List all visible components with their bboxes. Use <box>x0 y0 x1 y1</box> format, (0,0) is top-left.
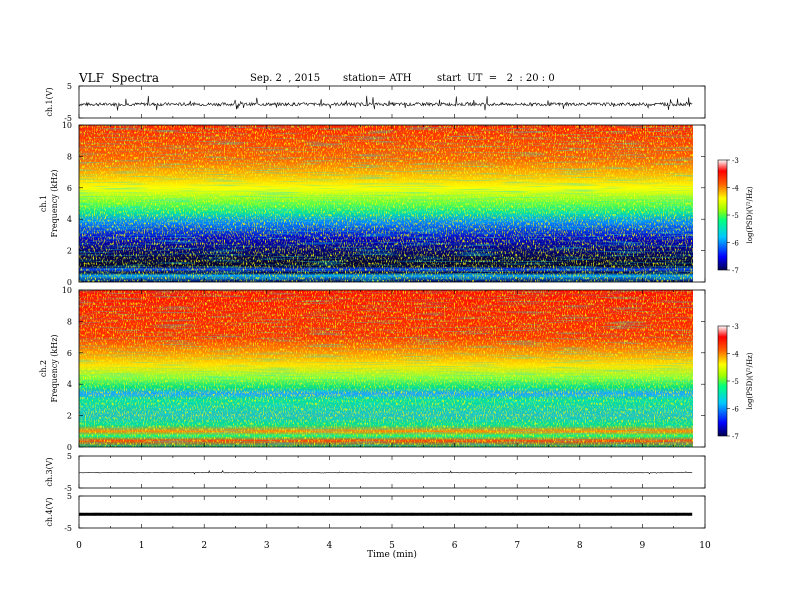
date-label: Sep. 2 , 2015 <box>250 73 321 84</box>
y-tick-label: 2 <box>67 412 72 421</box>
x-axis: 0 1 2 3 4 5 6 7 8 9 10 <box>76 541 711 551</box>
y-tick-label: 10 <box>62 286 72 295</box>
ch1-spectrogram-panel <box>78 124 706 283</box>
ch1-waveform-panel <box>78 85 706 119</box>
y-tick-label: 0 <box>67 278 72 287</box>
colorbar-tick-label: -3 <box>732 323 739 331</box>
x-tick-label: 5 <box>389 541 395 551</box>
colorbar-tick-label: -7 <box>732 267 739 275</box>
colorbar-label: log(PSD)(V²/Hz) <box>746 352 754 409</box>
x-tick-label: 4 <box>327 541 333 551</box>
colorbar-tick-label: -7 <box>732 433 739 441</box>
y-axis-label: Frequency (kHz) <box>50 334 59 402</box>
y-tick-label: 5 <box>67 82 72 91</box>
x-tick-label: 0 <box>76 541 82 551</box>
y-tick-label: 5 <box>67 452 72 461</box>
colorbar-tick-label: -6 <box>732 406 739 414</box>
y-tick-label: 4 <box>67 215 72 224</box>
colorbar-tick-label: -4 <box>732 185 739 193</box>
y-axis-label: ch.3(V) <box>45 457 54 486</box>
y-tick-label: 0 <box>67 443 72 452</box>
ch3-waveform-line <box>78 469 693 475</box>
start-time-label: start UT = 2 : 20 : 0 <box>437 73 555 84</box>
ch4-waveform-panel <box>78 495 706 529</box>
x-tick-label: 6 <box>452 541 458 551</box>
x-tick-label: 10 <box>699 541 711 551</box>
panel-channel-label: ch.2 <box>39 360 48 377</box>
y-tick-label: 2 <box>67 247 72 256</box>
y-tick-label: 4 <box>67 380 72 389</box>
ch2-spectrogram-panel <box>78 289 706 448</box>
y-tick-label: 10 <box>62 121 72 130</box>
y-tick-label: 5 <box>67 492 72 501</box>
colorbar-tick-label: -4 <box>732 351 739 359</box>
x-tick-label: 3 <box>264 541 270 551</box>
ch1-waveform-line <box>78 95 693 111</box>
panel-channel-label: ch.1 <box>39 195 48 212</box>
y-tick-label: -5 <box>64 524 72 533</box>
y-axis-label: ch.1(V) <box>45 87 54 116</box>
y-tick-label: 8 <box>67 317 72 326</box>
y-tick-label: -5 <box>64 484 72 493</box>
y-tick-label: 6 <box>67 349 72 358</box>
x-tick-label: 9 <box>640 541 646 551</box>
colorbar-tick-label: -5 <box>732 378 739 386</box>
colorbar-tick-label: -3 <box>732 157 739 165</box>
colorbar <box>717 159 728 271</box>
x-tick-label: 8 <box>577 541 583 551</box>
y-tick-label: 6 <box>67 184 72 193</box>
chart-title: VLF Spectra <box>79 71 160 85</box>
y-tick-label: -5 <box>64 114 72 123</box>
colorbar <box>717 325 728 437</box>
colorbar-label: log(PSD)(V²/Hz) <box>746 186 754 243</box>
colorbar-tick-label: -6 <box>732 240 739 248</box>
y-axis-label: Frequency (kHz) <box>50 169 59 237</box>
y-axis-label: ch.4(V) <box>45 497 54 526</box>
x-tick-label: 2 <box>201 541 207 551</box>
x-tick-label: 1 <box>139 541 145 551</box>
ch3-waveform-panel <box>78 455 706 489</box>
x-axis-label: Time (min) <box>367 549 417 560</box>
x-tick-label: 7 <box>514 541 520 551</box>
station-label: station= ATH <box>343 73 412 84</box>
y-tick-label: 8 <box>67 152 72 161</box>
colorbar-tick-label: -5 <box>732 212 739 220</box>
